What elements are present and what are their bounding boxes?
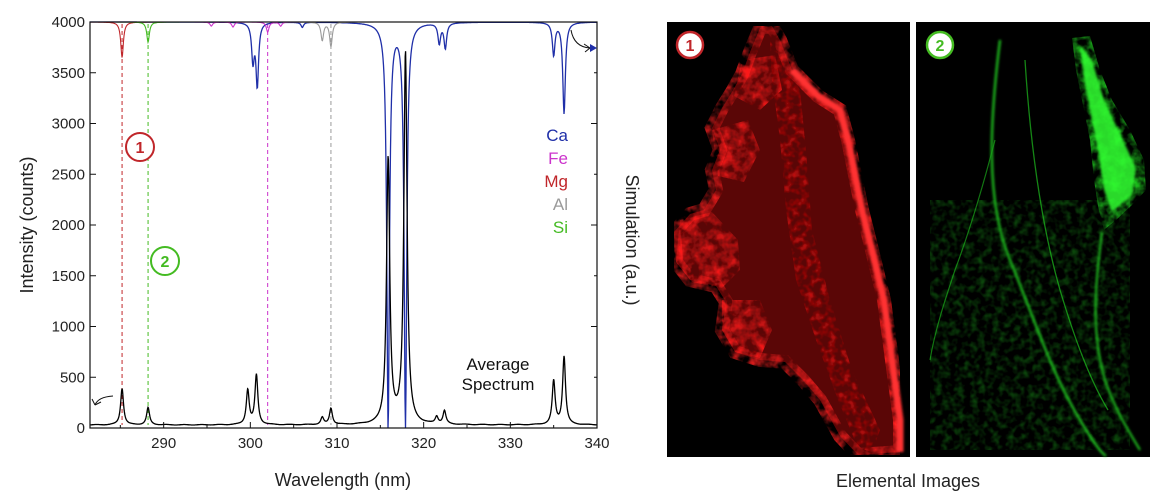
y-tick-label: 1000: [52, 319, 85, 336]
simulation-line-fe: [90, 21, 597, 33]
legend: Ca Fe Mg Al Si: [544, 126, 568, 237]
right-axis-title: Simulation (a.u.): [622, 174, 642, 305]
x-tick-label: 290: [151, 435, 176, 452]
simulation-line-al: [90, 21, 597, 48]
legend-entry-fe: Fe: [548, 149, 568, 168]
y-axis-ticks: 0 500 1000 1500 2000 2500 3000 3500 4000: [52, 14, 96, 437]
y-tick-label: 0: [77, 420, 85, 437]
mg-map-inner-band: [770, 40, 880, 452]
y-axis-title: Intensity (counts): [17, 156, 37, 293]
y-tick-label: 3500: [52, 65, 85, 82]
guide-lines: [121, 24, 332, 425]
legend-entry-mg: Mg: [544, 172, 568, 191]
panel-2-marker-circle: [925, 30, 955, 60]
right-axis-arrow-icon: [570, 29, 591, 53]
y-tick-label: 500: [60, 369, 85, 386]
average-spectrum-line: [89, 51, 597, 426]
panel-1-marker-circle: [675, 30, 705, 60]
x-tick-label: 310: [324, 435, 349, 452]
marker-2-circle: [150, 246, 180, 276]
panel-1-marker-label: 1: [686, 38, 695, 55]
x-tick-label: 330: [498, 435, 523, 452]
spectrum-chart: 290 300 310 320 330 340 0 500 1000 1500 2000 2500 3…: [17, 14, 642, 490]
average-spectrum-label-line1: Average: [466, 355, 529, 374]
marker-1-circle: [125, 132, 155, 162]
x-axis-title: Wavelength (nm): [275, 470, 411, 490]
right-axis-arrowhead-icon: [590, 44, 597, 52]
marker-2-label: 2: [161, 254, 170, 271]
y-tick-label: 3000: [52, 116, 85, 133]
average-spectrum-series: [89, 51, 597, 426]
legend-entry-ca: Ca: [546, 126, 568, 145]
right-axis-ticks: [591, 21, 597, 429]
x-tick-label: 320: [411, 435, 436, 452]
y-tick-label: 1500: [52, 268, 85, 285]
x-tick-label: 340: [584, 435, 609, 452]
left-axis-arrow-icon: [91, 395, 114, 406]
elemental-image-panel-2: 2: [916, 22, 1150, 457]
marker-1-label: 1: [136, 140, 145, 157]
average-spectrum-label-line2: Spectrum: [462, 375, 535, 394]
panel-2-marker-label: 2: [936, 38, 945, 55]
simulation-line-mg: [90, 21, 597, 58]
mg-map-right-border: [789, 67, 904, 452]
mg-map-left-lobes: [676, 55, 782, 358]
marker-1: 1: [125, 132, 155, 162]
elemental-images-caption: Elemental Images: [836, 471, 980, 491]
si-map-bright-band-core: [1080, 45, 1136, 212]
si-map-scatter: [930, 200, 1130, 450]
y-tick-label: 2000: [52, 217, 85, 234]
simulation-line-si: [90, 21, 597, 45]
x-tick-label: 300: [238, 435, 263, 452]
x-axis-ticks: 290 300 310 320 330 340: [119, 422, 610, 452]
marker-2: 2: [150, 246, 180, 276]
legend-entry-si: Si: [553, 218, 568, 237]
y-tick-label: 2500: [52, 166, 85, 183]
elemental-image-panel-1: 1: [666, 18, 910, 463]
legend-entry-al: Al: [553, 195, 568, 214]
y-tick-label: 4000: [52, 14, 85, 31]
